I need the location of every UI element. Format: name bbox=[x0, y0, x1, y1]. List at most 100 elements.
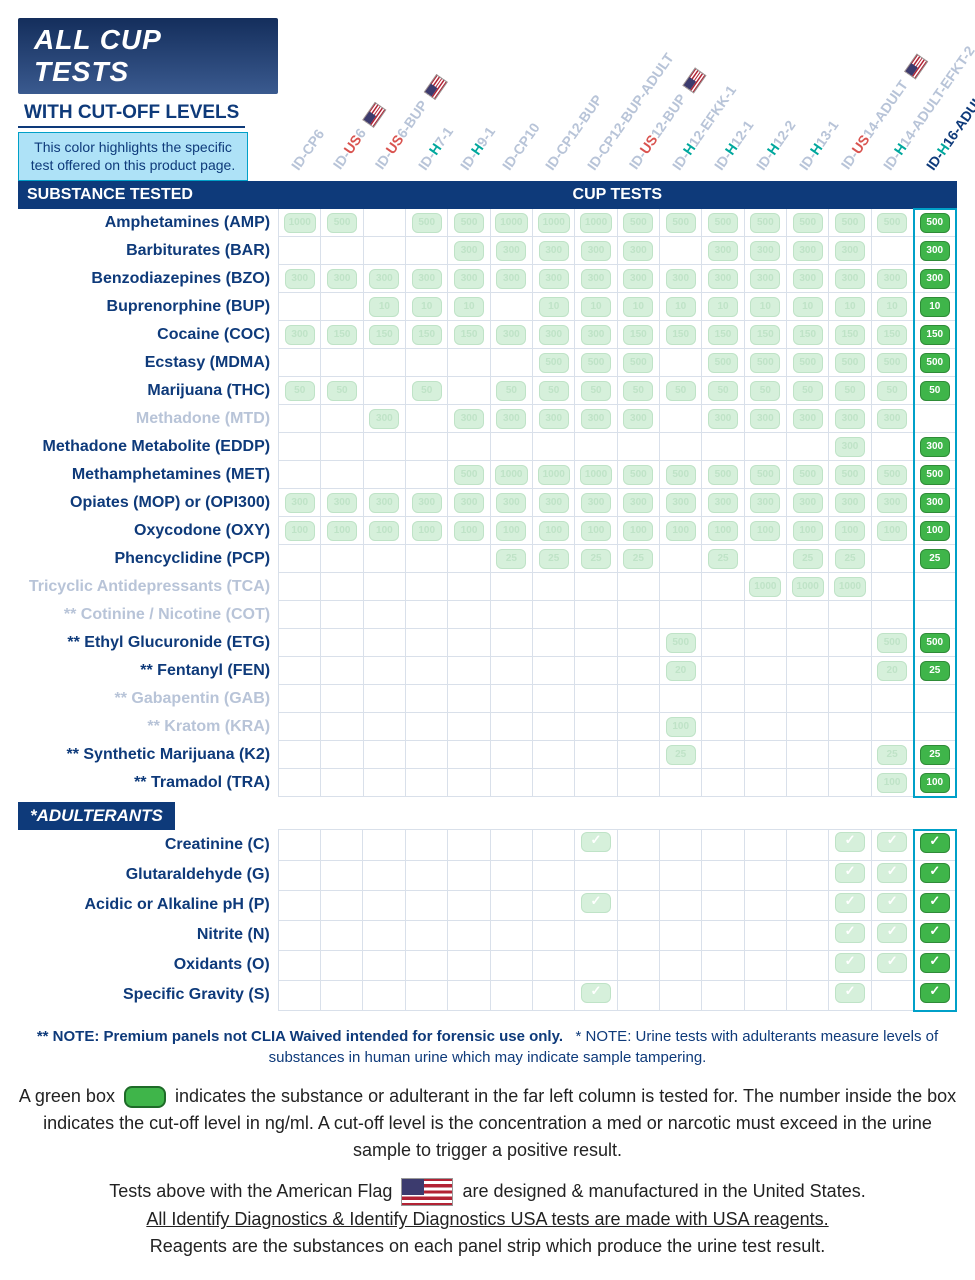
matrix-cell: 100 bbox=[660, 517, 702, 545]
matrix-cell bbox=[660, 405, 702, 433]
matrix-cell bbox=[659, 950, 701, 980]
matrix-cell bbox=[575, 830, 617, 861]
value-pill: 500 bbox=[327, 213, 357, 233]
matrix-cell bbox=[448, 860, 490, 890]
value-pill: 100 bbox=[496, 521, 526, 541]
matrix-cell bbox=[533, 685, 575, 713]
matrix-cell bbox=[448, 830, 490, 861]
matrix-cell bbox=[490, 950, 532, 980]
matrix-cell bbox=[617, 741, 659, 769]
matrix-cell bbox=[702, 830, 744, 861]
matrix-cell: 300 bbox=[575, 321, 617, 349]
value-pill: 300 bbox=[496, 241, 526, 261]
matrix-cell: 300 bbox=[533, 489, 575, 517]
value-pill: 300 bbox=[454, 493, 484, 513]
check-pill bbox=[835, 893, 865, 913]
matrix-cell bbox=[575, 573, 617, 601]
value-pill: 300 bbox=[666, 269, 696, 289]
matrix-cell: 500 bbox=[744, 349, 786, 377]
matrix-cell bbox=[617, 830, 659, 861]
matrix-cell: 300 bbox=[871, 489, 913, 517]
matrix-cell bbox=[448, 685, 490, 713]
matrix-cell bbox=[575, 713, 617, 741]
matrix-cell bbox=[406, 461, 448, 489]
row-label: ** Ethyl Glucuronide (ETG) bbox=[19, 629, 279, 657]
matrix-cell: 25 bbox=[575, 545, 617, 573]
value-pill: 300 bbox=[623, 241, 653, 261]
value-pill: 500 bbox=[454, 213, 484, 233]
matrix-cell: 50 bbox=[533, 377, 575, 405]
matrix-cell: 25 bbox=[617, 545, 659, 573]
matrix-cell: 300 bbox=[914, 489, 957, 517]
value-pill: 50 bbox=[581, 381, 611, 401]
matrix-cell: 300 bbox=[744, 237, 786, 265]
matrix-cell bbox=[448, 377, 490, 405]
matrix-cell bbox=[448, 545, 490, 573]
matrix-cell: 150 bbox=[702, 321, 744, 349]
matrix-cell: 300 bbox=[363, 265, 405, 293]
matrix-cell: 300 bbox=[787, 265, 829, 293]
matrix-cell: 500 bbox=[660, 629, 702, 657]
matrix-cell: 500 bbox=[829, 209, 871, 237]
value-pill: 500 bbox=[750, 213, 780, 233]
value-pill: 500 bbox=[920, 353, 950, 373]
matrix-cell bbox=[279, 433, 321, 461]
value-pill: 300 bbox=[835, 241, 865, 261]
value-pill: 300 bbox=[285, 493, 315, 513]
matrix-cell: 10 bbox=[914, 293, 957, 321]
matrix-cell: 500 bbox=[533, 349, 575, 377]
value-pill: 50 bbox=[750, 381, 780, 401]
matrix-cell: 300 bbox=[490, 321, 532, 349]
value-pill: 100 bbox=[369, 521, 399, 541]
matrix-cell bbox=[659, 890, 701, 920]
matrix-cell bbox=[279, 293, 321, 321]
value-pill: 500 bbox=[666, 633, 696, 653]
matrix-cell bbox=[321, 237, 363, 265]
value-pill: 100 bbox=[666, 521, 696, 541]
value-pill: 300 bbox=[581, 409, 611, 429]
matrix-cell bbox=[490, 657, 532, 685]
check-pill bbox=[920, 983, 950, 1003]
matrix-cell: 150 bbox=[448, 321, 490, 349]
matrix-cell bbox=[321, 860, 363, 890]
check-pill bbox=[920, 923, 950, 943]
matrix-cell bbox=[363, 237, 405, 265]
matrix-cell bbox=[617, 601, 659, 629]
matrix-cell: 25 bbox=[490, 545, 532, 573]
matrix-cell bbox=[533, 741, 575, 769]
value-pill: 100 bbox=[623, 521, 653, 541]
value-pill: 300 bbox=[539, 325, 569, 345]
value-pill: 500 bbox=[835, 353, 865, 373]
section-cup: CUP TESTS bbox=[279, 181, 956, 209]
row-label: Barbiturates (BAR) bbox=[19, 237, 279, 265]
matrix-cell: 100 bbox=[914, 769, 957, 797]
matrix-cell bbox=[787, 713, 829, 741]
matrix-cell: 10 bbox=[787, 293, 829, 321]
value-pill: 1000 bbox=[792, 577, 824, 597]
check-pill bbox=[581, 893, 611, 913]
matrix-cell: 100 bbox=[363, 517, 405, 545]
matrix-cell: 300 bbox=[702, 405, 744, 433]
matrix-cell bbox=[533, 601, 575, 629]
matrix-cell bbox=[914, 980, 956, 1011]
matrix-cell bbox=[829, 830, 871, 861]
matrix-cell bbox=[787, 980, 829, 1011]
matrix-cell: 500 bbox=[617, 209, 659, 237]
legend: A green box indicates the substance or a… bbox=[18, 1083, 957, 1164]
matrix-cell: 50 bbox=[279, 377, 321, 405]
matrix-cell: 100 bbox=[702, 517, 744, 545]
check-pill bbox=[877, 953, 907, 973]
value-pill: 25 bbox=[877, 745, 907, 765]
value-pill: 50 bbox=[496, 381, 526, 401]
matrix-cell bbox=[744, 769, 786, 797]
matrix-cell bbox=[787, 601, 829, 629]
matrix-cell bbox=[871, 685, 913, 713]
matrix-cell bbox=[575, 890, 617, 920]
value-pill: 10 bbox=[454, 297, 484, 317]
row-label: ** Tramadol (TRA) bbox=[19, 769, 279, 797]
matrix-cell: 500 bbox=[871, 349, 913, 377]
value-pill: 100 bbox=[454, 521, 484, 541]
matrix-cell bbox=[787, 629, 829, 657]
row-label: Buprenorphine (BUP) bbox=[19, 293, 279, 321]
matrix-cell bbox=[321, 601, 363, 629]
